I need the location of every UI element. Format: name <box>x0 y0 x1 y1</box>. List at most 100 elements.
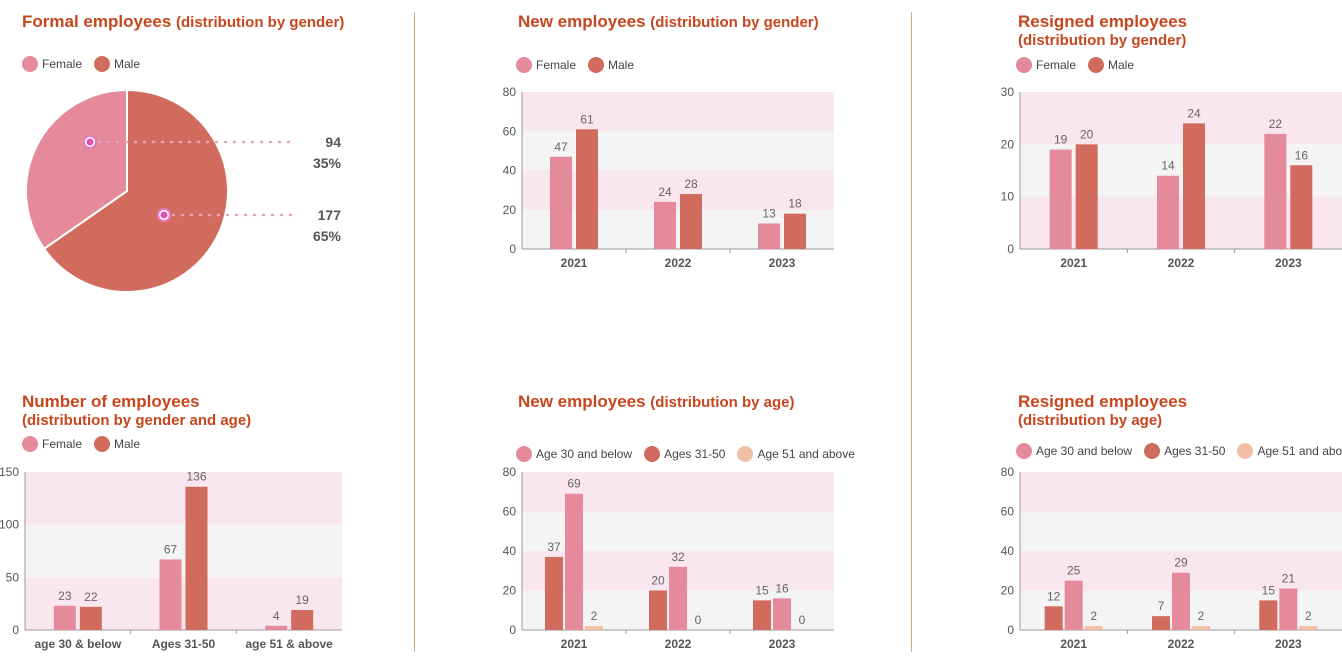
bar-age-51-and-above-2021 <box>585 626 603 630</box>
y-tick-label: 20 <box>503 203 517 217</box>
legend-swatch-age-31-50 <box>1144 443 1161 459</box>
data-label: 61 <box>580 112 594 126</box>
bar-age-30-and-below-2021 <box>1044 606 1063 630</box>
y-tick-label: 0 <box>509 242 516 256</box>
pie-value-label: 177 <box>318 207 342 223</box>
legend-item-age-31-50: Ages 31-50 <box>644 446 725 462</box>
y-tick-label: 100 <box>0 518 19 532</box>
bar-age-30-and-below-2023 <box>1259 600 1278 630</box>
plot-band <box>1020 511 1342 551</box>
new-gender-title: New employees (distribution by gender) <box>518 12 819 31</box>
y-tick-label: 60 <box>1001 505 1015 519</box>
legend-swatch-age-30-below <box>516 446 532 462</box>
data-label: 7 <box>1158 599 1165 613</box>
bar-female-age-51-above <box>265 625 288 630</box>
resigned-gender-title: Resigned employees (distribution by gend… <box>1018 12 1188 49</box>
data-label: 37 <box>547 540 561 554</box>
legend-swatch-female <box>1016 57 1032 73</box>
plot-band <box>1020 472 1342 512</box>
pie-slice-male <box>42 88 229 293</box>
x-tick-label: age 51 & above <box>245 637 333 651</box>
plot-band <box>1020 92 1342 145</box>
x-tick-label: 2021 <box>1060 637 1087 651</box>
data-label: 32 <box>671 550 685 564</box>
legend-swatch-female <box>22 436 38 452</box>
bar-ages-31-50-2021 <box>565 493 583 630</box>
plot-band <box>522 170 834 210</box>
bar-ages-31-50-2023 <box>1279 588 1298 630</box>
new-age-legend: Age 30 and below Ages 31-50 Age 51 and a… <box>516 446 867 462</box>
plot-band <box>522 209 834 249</box>
plot-band <box>25 472 342 525</box>
data-label: 47 <box>554 140 568 154</box>
bar-chart-new-gender: 0 20 40 60 80 2021 47 61 2022 24 28 2023 13 18 <box>503 85 834 270</box>
data-label: 19 <box>295 593 309 607</box>
bar-age-51-and-above-2022 <box>1192 626 1210 630</box>
data-label: 4 <box>273 609 280 623</box>
y-tick-label: 40 <box>1001 544 1015 558</box>
data-label: 13 <box>762 206 776 220</box>
legend-item-age-30-below: Age 30 and below <box>516 446 632 462</box>
bar-male-2021 <box>576 129 598 249</box>
new-age-title: New employees (distribution by age) <box>518 392 795 411</box>
formal-gender-pie-chart: 94 35% 177 65% <box>25 88 342 293</box>
legend-item-male: Male <box>94 56 140 72</box>
bar-female-2021 <box>550 156 572 249</box>
data-label: 24 <box>1187 106 1201 120</box>
pie-percent-label: 35% <box>313 155 342 171</box>
y-tick-label: 0 <box>509 623 516 637</box>
data-label: 20 <box>651 574 665 588</box>
bar-female-2022 <box>1157 175 1179 249</box>
x-tick-label: 2021 <box>561 256 588 270</box>
legend-swatch-male <box>1088 57 1105 73</box>
bar-age-51-and-above-2021 <box>1084 626 1103 630</box>
x-tick-label: 2023 <box>1275 637 1302 651</box>
bar-female-2021 <box>1049 149 1072 249</box>
callout-marker <box>160 211 168 219</box>
data-label: 28 <box>684 177 698 191</box>
data-label: 2 <box>1090 609 1097 623</box>
y-tick-label: 80 <box>503 465 517 479</box>
bar-male-2023 <box>784 213 806 249</box>
data-label: 69 <box>567 477 581 491</box>
data-label: 67 <box>164 542 178 556</box>
legend-swatch-male <box>94 56 111 72</box>
legend-swatch-male <box>94 436 111 452</box>
bar-male-ages-31-50 <box>185 486 208 630</box>
column-divider-right <box>911 12 912 652</box>
data-label: 2 <box>1198 609 1205 623</box>
bar-age-30-and-below-2023 <box>753 600 771 630</box>
data-label: 2 <box>591 609 598 623</box>
legend-item-female: Female <box>22 56 82 72</box>
legend-item-age-51-above: Age 51 and above <box>1237 443 1342 459</box>
x-tick-label: 2022 <box>1168 256 1195 270</box>
data-label: 24 <box>658 185 672 199</box>
bar-age-51-and-above-2023 <box>1299 626 1318 630</box>
y-tick-label: 30 <box>1001 85 1015 99</box>
y-tick-label: 0 <box>12 623 19 637</box>
x-tick-label: age 30 & below <box>34 637 121 651</box>
x-tick-label: 2022 <box>1168 637 1195 651</box>
y-tick-label: 20 <box>1001 584 1015 598</box>
bar-male-age-30-below <box>79 606 102 630</box>
data-label: 0 <box>799 613 806 627</box>
plot-band <box>25 577 342 630</box>
x-tick-label: 2022 <box>665 256 692 270</box>
y-tick-label: 20 <box>503 584 517 598</box>
legend-swatch-female <box>516 57 532 73</box>
legend-item-female: Female <box>516 57 576 73</box>
data-label: 16 <box>1295 148 1309 162</box>
y-tick-label: 10 <box>1001 190 1015 204</box>
bar-ages-31-50-2022 <box>1172 572 1190 630</box>
y-tick-label: 40 <box>503 544 517 558</box>
data-label: 14 <box>1161 159 1175 173</box>
legend-item-age-51-above: Age 51 and above <box>737 446 855 462</box>
bar-ages-31-50-2023 <box>773 598 791 630</box>
legend-swatch-age-30-below <box>1016 443 1032 459</box>
data-label: 12 <box>1047 589 1061 603</box>
data-label: 16 <box>775 581 789 595</box>
plot-band <box>522 131 834 171</box>
bar-female-ages-31-50 <box>159 559 182 630</box>
